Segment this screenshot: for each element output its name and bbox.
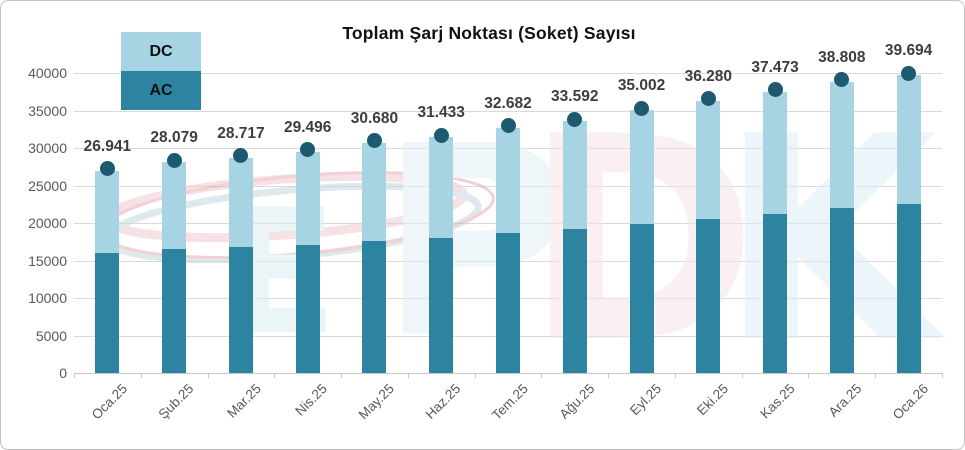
bar-segment-dc-Ağu.25 <box>562 121 587 229</box>
y-axis-label-40000: 40000 <box>28 65 67 81</box>
y-axis-label-15000: 15000 <box>28 252 67 269</box>
bar-top-marker-Eyl.25 <box>634 100 650 116</box>
legend-ac-label: AC <box>149 81 173 99</box>
bar-segment-ac-Tem.25 <box>496 232 520 373</box>
data-label-Şub.25: 28.079 <box>150 129 198 147</box>
x-axis-line <box>74 373 942 374</box>
bar-segment-dc-Kas.25 <box>763 91 788 214</box>
bar-segment-ac-Ağu.25 <box>562 229 587 373</box>
chart-title: Toplam Şarj Noktası (Soket) Sayısı <box>342 23 636 43</box>
bar-segment-ac-Oca.25 <box>95 253 120 373</box>
x-axis-label-May.25: May.25 <box>355 381 398 423</box>
x-axis-tick <box>741 373 743 378</box>
x-axis-label-Tem.25: Tem.25 <box>488 381 531 423</box>
bar-segment-ac-Mar.25 <box>228 247 253 373</box>
bar-top-marker-Şub.25 <box>166 152 182 168</box>
x-axis-tick <box>808 373 810 378</box>
data-label-Haz.25: 31.433 <box>417 104 465 122</box>
x-axis-label-Ara.25: Ara.25 <box>825 381 865 420</box>
bar-segment-dc-Mar.25 <box>228 157 253 247</box>
bar-segment-ac-May.25 <box>362 241 387 373</box>
y-axis-label-20000: 20000 <box>28 215 67 231</box>
x-axis-tick <box>541 373 543 378</box>
gridline-40000 <box>74 73 942 74</box>
data-label-Ara.25: 38.808 <box>818 48 866 66</box>
bar-top-marker-Mar.25 <box>233 148 249 164</box>
x-axis-label-Mar.25: Mar.25 <box>223 381 264 421</box>
legend-item-ac: AC <box>121 71 201 110</box>
y-axis-label-10000: 10000 <box>28 290 67 306</box>
bar-segment-dc-Ara.25 <box>829 81 854 208</box>
bar-segment-dc-Nis.25 <box>295 151 320 245</box>
bar-segment-ac-Eyl.25 <box>629 223 654 373</box>
x-axis-label-Nis.25: Nis.25 <box>292 381 331 419</box>
x-axis-label-Oca.25: Oca.25 <box>88 381 130 423</box>
bar-segment-dc-Haz.25 <box>429 137 454 238</box>
bar-top-marker-Oca.26 <box>901 65 917 81</box>
x-axis-tick <box>875 373 877 378</box>
bar-top-marker-Ağu.25 <box>567 111 583 127</box>
bar-segment-dc-Eki.25 <box>696 100 721 220</box>
x-axis-label-Eyl.25: Eyl.25 <box>627 381 665 419</box>
bar-segment-ac-Eki.25 <box>696 219 721 373</box>
legend-item-dc: DC <box>121 32 201 71</box>
bar-segment-ac-Şub.25 <box>162 249 187 373</box>
y-axis-label-5000: 5000 <box>35 327 67 344</box>
x-axis-tick <box>674 373 676 378</box>
x-axis-label-Ağu.25: Ağu.25 <box>556 381 598 422</box>
x-axis-tick <box>942 373 943 378</box>
x-axis-label-Haz.25: Haz.25 <box>422 381 464 422</box>
bar-top-marker-Nis.25 <box>300 142 316 158</box>
x-axis-label-Oca.26: Oca.26 <box>889 381 932 423</box>
x-axis-tick <box>608 373 610 378</box>
data-label-Kas.25: 37.473 <box>751 58 799 76</box>
legend: DC AC <box>121 32 201 110</box>
x-axis-tick <box>74 373 75 378</box>
legend-dc-label: DC <box>149 42 173 60</box>
x-axis-tick <box>407 373 409 378</box>
bar-segment-ac-Kas.25 <box>763 213 788 373</box>
y-axis-label-35000: 35000 <box>28 102 67 119</box>
data-label-Oca.26: 39.694 <box>884 42 933 60</box>
data-label-Eyl.25: 35.002 <box>617 77 666 95</box>
data-label-Nis.25: 29.496 <box>283 118 332 136</box>
y-axis-label-0: 0 <box>59 365 67 381</box>
bar-top-marker-Haz.25 <box>433 127 449 143</box>
x-axis-tick <box>474 373 476 378</box>
bar-top-marker-May.25 <box>366 133 382 149</box>
bar-top-marker-Kas.25 <box>767 82 783 98</box>
bar-segment-ac-Ara.25 <box>829 208 854 373</box>
bar-segment-dc-Tem.25 <box>496 127 520 233</box>
x-axis-tick <box>274 373 276 378</box>
x-axis-label-Eki.25: Eki.25 <box>693 381 731 419</box>
bar-segment-ac-Nis.25 <box>295 244 320 373</box>
data-label-Tem.25: 32.682 <box>484 94 532 112</box>
gridline-35000 <box>74 110 942 112</box>
bar-segment-ac-Haz.25 <box>429 238 454 373</box>
data-label-Oca.25: 26.941 <box>83 137 132 155</box>
x-axis-tick <box>207 373 209 378</box>
bar-segment-dc-Oca.26 <box>896 75 921 205</box>
x-axis-label-Şub.25: Şub.25 <box>155 381 197 422</box>
bar-segment-dc-Şub.25 <box>162 162 187 250</box>
data-label-May.25: 30.680 <box>350 109 399 127</box>
data-label-Mar.25: 28.717 <box>217 124 265 142</box>
data-label-Ağu.25: 33.592 <box>551 88 599 106</box>
x-axis-tick <box>341 373 343 378</box>
y-axis-label-30000: 30000 <box>28 140 67 156</box>
bar-top-marker-Ara.25 <box>834 72 850 88</box>
bar-top-marker-Eki.25 <box>700 91 716 107</box>
y-axis-label-25000: 25000 <box>28 177 67 194</box>
bar-segment-ac-Oca.26 <box>896 204 921 373</box>
data-label-Eki.25: 36.280 <box>684 67 732 85</box>
bar-segment-dc-Eyl.25 <box>629 110 654 224</box>
bar-segment-dc-Oca.25 <box>95 170 120 253</box>
bar-top-marker-Tem.25 <box>500 118 516 134</box>
bar-segment-dc-May.25 <box>362 142 387 241</box>
x-axis-label-Kas.25: Kas.25 <box>757 381 798 422</box>
x-axis-tick <box>140 373 142 378</box>
